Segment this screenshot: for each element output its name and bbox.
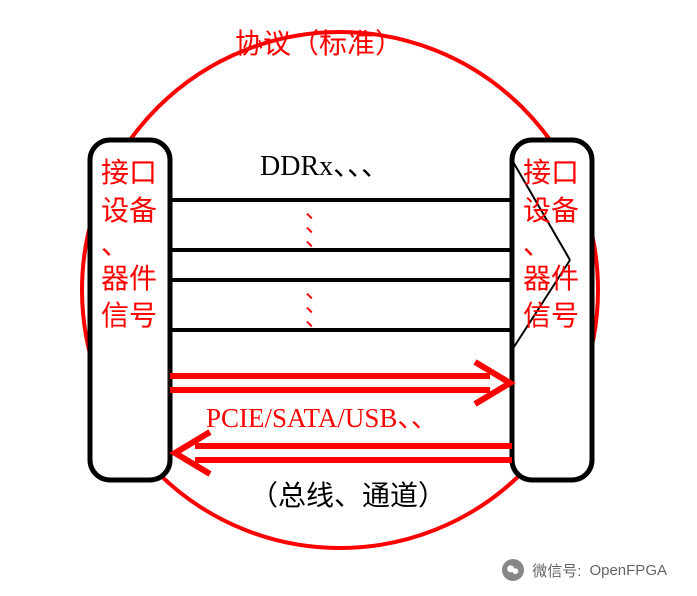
svg-text:、: 、 <box>305 306 327 331</box>
right-node-l3: 器件 <box>523 261 581 299</box>
left-node-l2: 设备 <box>101 193 159 231</box>
watermark-prefix: 微信号: <box>532 560 581 581</box>
wechat-icon <box>502 559 524 581</box>
red-arrow-left <box>175 432 512 474</box>
right-node-sep: 、 <box>523 231 581 261</box>
right-node-text: 接口 设备 、 器件 信号 <box>523 155 581 336</box>
watermark-account: OpenFPGA <box>589 562 667 579</box>
left-node-l4: 信号 <box>101 298 159 336</box>
left-node-text: 接口 设备 、 器件 信号 <box>101 155 159 336</box>
left-node-l1: 接口 <box>101 155 159 193</box>
red-vdots-1: 、 、 、 <box>305 198 327 251</box>
right-node-l4: 信号 <box>523 298 581 336</box>
pcie-label: PCIE/SATA/USB、、 <box>206 402 438 434</box>
title-protocol: 协议（标准） <box>235 28 403 62</box>
red-arrow-right <box>170 362 510 404</box>
left-node-l3: 器件 <box>101 261 159 299</box>
ddr-label: DDRx、、、 <box>260 150 389 184</box>
right-node-l2: 设备 <box>523 193 581 231</box>
watermark: 微信号: OpenFPGA <box>502 559 667 581</box>
right-node-l1: 接口 <box>523 155 581 193</box>
left-node-sep: 、 <box>101 231 159 261</box>
svg-text:、: 、 <box>305 226 327 251</box>
red-vdots-2: 、 、 、 <box>305 278 327 331</box>
bus-channel-label: （总线、通道） <box>250 480 446 514</box>
